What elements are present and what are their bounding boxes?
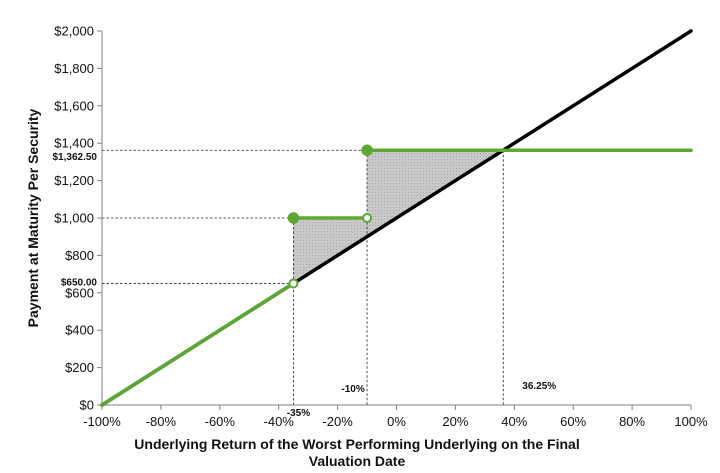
tick-labels: $0 $200 $400 $600 $800 $1,000 $1,200 $1,400 $1,6… <box>54 24 708 430</box>
x-tick-label: -80% <box>146 414 177 429</box>
x-tick-label: 0% <box>387 414 406 429</box>
x-tick-label: 80% <box>619 414 645 429</box>
x-tick-label: -60% <box>205 414 236 429</box>
y-axis-title: Payment at Maturity Per Security <box>25 108 41 327</box>
x-tick-label: 60% <box>560 414 586 429</box>
y-tick-label: $1,200 <box>54 173 94 188</box>
x-axis-title-line-1: Underlying Return of the Worst Performin… <box>134 436 579 452</box>
y-tick-label: $2,000 <box>54 24 94 39</box>
guide-lines <box>102 149 504 405</box>
annotations: $1,362.50 $650.00 -35% -10% 36.25% <box>53 152 557 419</box>
shaded-region-1 <box>293 218 368 284</box>
x-tick-label: 20% <box>442 414 468 429</box>
axes <box>97 30 692 410</box>
y-tick-label: $1,000 <box>54 211 94 226</box>
x-tick-label: -40% <box>264 414 295 429</box>
y-tick-label: $200 <box>65 360 94 375</box>
x-axis-title-line-2: Valuation Date <box>309 453 406 469</box>
annotation-label: $1,362.50 <box>53 152 98 163</box>
annotation-label: $650.00 <box>61 277 98 288</box>
series-markers <box>287 144 373 289</box>
x-tick-label: -100% <box>83 414 121 429</box>
filled-point <box>361 144 373 156</box>
annotation-label: -10% <box>341 384 364 395</box>
payoff-line-segment-1 <box>100 281 296 407</box>
filled-point <box>287 212 300 224</box>
y-tick-label: $800 <box>65 248 94 263</box>
x-tick-label: 40% <box>501 414 527 429</box>
y-tick-label: $600 <box>65 285 94 300</box>
y-tick-label: $0 <box>80 398 94 413</box>
open-point <box>362 213 373 223</box>
annotation-label: -35% <box>287 408 310 419</box>
series-lines <box>100 29 693 407</box>
y-tick-label: $400 <box>65 323 94 338</box>
x-tick-label: -20% <box>322 414 353 429</box>
y-tick-label: $1,600 <box>54 98 94 113</box>
y-tick-label: $1,400 <box>54 136 94 151</box>
annotation-label: 36.25% <box>522 381 556 392</box>
y-tick-label: $1,800 <box>54 61 94 76</box>
open-point <box>288 278 299 289</box>
x-tick-label: 100% <box>674 414 708 429</box>
